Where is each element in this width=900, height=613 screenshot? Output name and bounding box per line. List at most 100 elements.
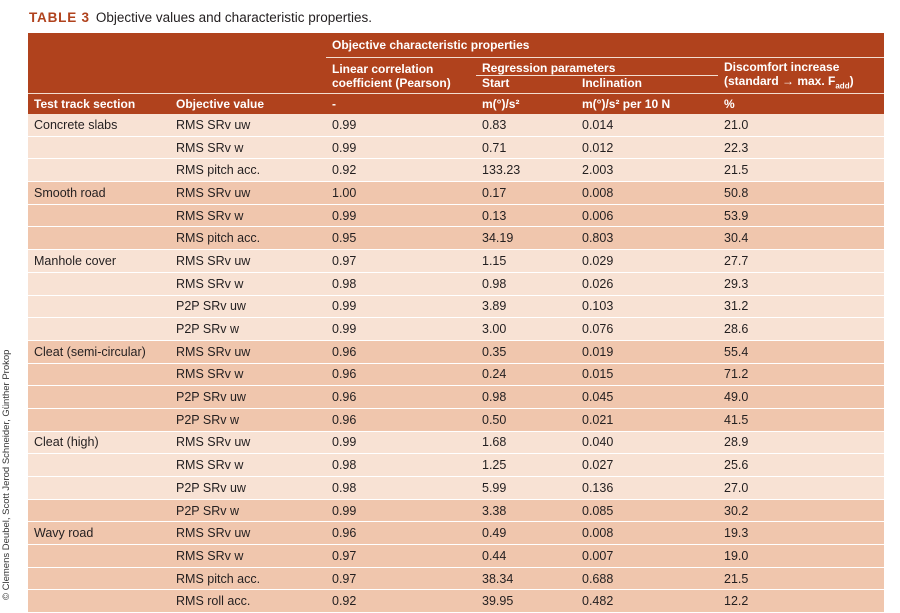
cell-start: 0.13 bbox=[476, 204, 576, 228]
table-number: TABLE 3 bbox=[29, 10, 90, 25]
cell-inclination: 0.029 bbox=[576, 249, 718, 273]
cell-objective-value: P2P SRv uw bbox=[170, 476, 326, 500]
cell-pearson: 0.92 bbox=[326, 589, 476, 613]
cell-objective-value: P2P SRv w bbox=[170, 317, 326, 341]
cell-objective-value: RMS pitch acc. bbox=[170, 226, 326, 251]
cell-discomfort: 28.6 bbox=[718, 317, 885, 341]
header-unit-inclination: m(°)/s² per 10 N bbox=[576, 93, 718, 114]
header-empty-section bbox=[28, 33, 170, 94]
cell-objective-value: P2P SRv uw bbox=[170, 295, 326, 319]
cell-discomfort: 55.4 bbox=[718, 340, 885, 364]
table-row: P2P SRv uw 0.99 3.89 0.103 31.2 bbox=[28, 295, 885, 319]
cell-objective-value: RMS SRv uw bbox=[170, 249, 326, 273]
header-group: Objective characteristic properties bbox=[326, 33, 885, 58]
cell-inclination: 0.008 bbox=[576, 181, 718, 205]
cell-objective-value: RMS SRv uw bbox=[170, 521, 326, 546]
cell-discomfort: 28.9 bbox=[718, 431, 885, 455]
cell-discomfort: 29.3 bbox=[718, 272, 885, 296]
table-row: RMS pitch acc. 0.97 38.34 0.688 21.5 bbox=[28, 567, 885, 591]
cell-inclination: 0.015 bbox=[576, 363, 718, 387]
cell-inclination: 0.019 bbox=[576, 340, 718, 364]
table-row: Cleat (high) RMS SRv uw 0.99 1.68 0.040 28.9 bbox=[28, 431, 885, 455]
table-row: RMS SRv w 0.99 0.71 0.012 22.3 bbox=[28, 136, 885, 160]
table-row: Concrete slabs RMS SRv uw 0.99 0.83 0.014 21.… bbox=[28, 114, 885, 137]
cell-section bbox=[28, 544, 170, 568]
cell-pearson: 0.98 bbox=[326, 453, 476, 477]
header-discomfort-line1: Discomfort increase bbox=[724, 60, 840, 75]
cell-pearson: 0.97 bbox=[326, 567, 476, 591]
cell-section bbox=[28, 385, 170, 409]
cell-start: 0.49 bbox=[476, 521, 576, 546]
cell-pearson: 0.99 bbox=[326, 136, 476, 160]
cell-pearson: 0.99 bbox=[326, 499, 476, 523]
cell-discomfort: 27.0 bbox=[718, 476, 885, 500]
cell-objective-value: RMS SRv w bbox=[170, 544, 326, 568]
header-start: Start bbox=[476, 75, 576, 94]
cell-pearson: 1.00 bbox=[326, 181, 476, 205]
cell-objective-value: P2P SRv w bbox=[170, 499, 326, 523]
table-row: RMS SRv w 0.98 0.98 0.026 29.3 bbox=[28, 272, 885, 296]
cell-objective-value: RMS SRv w bbox=[170, 136, 326, 160]
cell-pearson: 0.96 bbox=[326, 363, 476, 387]
cell-pearson: 0.99 bbox=[326, 317, 476, 341]
cell-start: 0.50 bbox=[476, 408, 576, 432]
cell-start: 133.23 bbox=[476, 158, 576, 183]
cell-section: Concrete slabs bbox=[28, 114, 170, 137]
cell-start: 0.83 bbox=[476, 114, 576, 137]
table-header: Objective characteristic properties Line… bbox=[28, 33, 885, 114]
cell-start: 3.00 bbox=[476, 317, 576, 341]
table-row: Manhole cover RMS SRv uw 0.97 1.15 0.029 27.7 bbox=[28, 249, 885, 273]
cell-pearson: 0.99 bbox=[326, 204, 476, 228]
cell-start: 39.95 bbox=[476, 589, 576, 613]
cell-section bbox=[28, 453, 170, 477]
header-unit-pearson: - bbox=[326, 93, 476, 114]
cell-discomfort: 22.3 bbox=[718, 136, 885, 160]
cell-pearson: 0.96 bbox=[326, 521, 476, 546]
cell-objective-value: RMS pitch acc. bbox=[170, 567, 326, 591]
cell-discomfort: 41.5 bbox=[718, 408, 885, 432]
cell-section bbox=[28, 226, 170, 251]
header-discomfort-sub: add bbox=[835, 81, 850, 91]
cell-discomfort: 21.0 bbox=[718, 114, 885, 137]
table-caption: TABLE 3 Objective values and characterist… bbox=[29, 9, 372, 27]
cell-inclination: 2.003 bbox=[576, 158, 718, 183]
table-row: RMS pitch acc. 0.92 133.23 2.003 21.5 bbox=[28, 158, 885, 183]
cell-section bbox=[28, 158, 170, 183]
cell-discomfort: 21.5 bbox=[718, 567, 885, 591]
table-row: RMS pitch acc. 0.95 34.19 0.803 30.4 bbox=[28, 226, 885, 251]
table-row: Wavy road RMS SRv uw 0.96 0.49 0.008 19.3 bbox=[28, 521, 885, 546]
cell-discomfort: 30.4 bbox=[718, 226, 885, 251]
cell-pearson: 0.96 bbox=[326, 408, 476, 432]
table-row: RMS SRv w 0.99 0.13 0.006 53.9 bbox=[28, 204, 885, 228]
cell-inclination: 0.027 bbox=[576, 453, 718, 477]
cell-start: 34.19 bbox=[476, 226, 576, 251]
cell-pearson: 0.96 bbox=[326, 385, 476, 409]
cell-discomfort: 19.0 bbox=[718, 544, 885, 568]
cell-objective-value: RMS roll acc. bbox=[170, 589, 326, 613]
cell-inclination: 0.103 bbox=[576, 295, 718, 319]
header-pearson-line2: coefficient (Pearson) bbox=[332, 75, 451, 90]
cell-discomfort: 19.3 bbox=[718, 521, 885, 546]
cell-discomfort: 21.5 bbox=[718, 158, 885, 183]
cell-section: Smooth road bbox=[28, 181, 170, 205]
header-inclination: Inclination bbox=[576, 75, 718, 94]
table-row: RMS SRv w 0.97 0.44 0.007 19.0 bbox=[28, 544, 885, 568]
cell-pearson: 0.97 bbox=[326, 249, 476, 273]
cell-discomfort: 53.9 bbox=[718, 204, 885, 228]
cell-objective-value: RMS SRv uw bbox=[170, 114, 326, 137]
cell-objective-value: P2P SRv w bbox=[170, 408, 326, 432]
cell-inclination: 0.076 bbox=[576, 317, 718, 341]
cell-section: Cleat (semi-circular) bbox=[28, 340, 170, 364]
table-row: P2P SRv w 0.99 3.00 0.076 28.6 bbox=[28, 317, 885, 341]
data-table: Objective characteristic properties Line… bbox=[28, 33, 885, 613]
cell-pearson: 0.99 bbox=[326, 114, 476, 137]
cell-inclination: 0.014 bbox=[576, 114, 718, 137]
cell-pearson: 0.92 bbox=[326, 158, 476, 183]
header-discomfort-line2: (standard → max. Fadd) bbox=[724, 74, 884, 90]
table-row: RMS SRv w 0.98 1.25 0.027 25.6 bbox=[28, 453, 885, 477]
cell-pearson: 0.97 bbox=[326, 544, 476, 568]
cell-start: 1.25 bbox=[476, 453, 576, 477]
cell-pearson: 0.95 bbox=[326, 226, 476, 251]
table-row: RMS SRv w 0.96 0.24 0.015 71.2 bbox=[28, 363, 885, 387]
cell-inclination: 0.006 bbox=[576, 204, 718, 228]
